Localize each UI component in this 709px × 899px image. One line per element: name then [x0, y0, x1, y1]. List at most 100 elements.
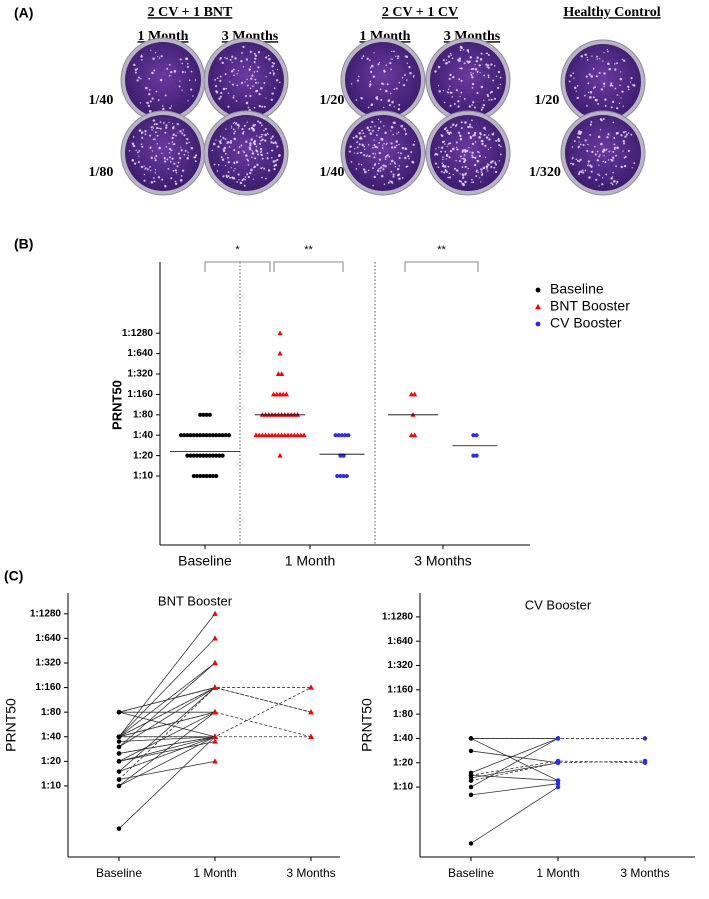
plaque	[572, 72, 575, 75]
x-tick-label: 1 Month	[193, 866, 236, 880]
plaque	[168, 121, 170, 124]
plaque	[242, 177, 245, 180]
plaque	[412, 161, 415, 164]
plaque	[385, 143, 388, 146]
y-tick-label: 1:320	[127, 369, 153, 380]
y-tick-label: 1:40	[41, 731, 61, 742]
plaque	[362, 168, 366, 171]
plaque	[616, 107, 619, 110]
data-point	[338, 473, 343, 479]
plaque	[258, 93, 261, 96]
plaque	[451, 57, 454, 60]
plaque	[401, 146, 405, 150]
data-point	[471, 453, 476, 458]
plaque	[376, 169, 380, 172]
plaque	[493, 132, 495, 134]
data-point	[194, 473, 200, 479]
plaque	[186, 65, 190, 68]
data-point	[194, 453, 200, 458]
plaque	[366, 126, 369, 130]
plaque	[172, 169, 175, 172]
plaque	[467, 131, 471, 135]
plaque	[157, 55, 159, 58]
plaque	[181, 131, 183, 133]
annotation: **	[437, 244, 446, 256]
plaque	[470, 68, 473, 71]
plaque	[577, 132, 581, 135]
plaque	[584, 139, 587, 142]
data-point	[191, 473, 196, 479]
plaque	[437, 65, 441, 69]
plaque	[259, 151, 262, 154]
plaque	[453, 167, 457, 170]
plaque	[232, 96, 235, 99]
plaque	[450, 54, 452, 57]
plaque	[615, 165, 617, 167]
plaque	[215, 90, 218, 93]
plaque	[235, 160, 239, 164]
plaque	[149, 147, 152, 149]
plaque	[234, 57, 237, 60]
plaque	[478, 64, 481, 67]
plaque	[588, 73, 591, 76]
plaque	[480, 85, 484, 89]
plaque	[445, 63, 447, 65]
plaque	[169, 107, 172, 110]
plaque	[459, 49, 462, 52]
plaque	[407, 155, 410, 158]
plaque	[390, 159, 394, 163]
plaque	[154, 159, 157, 162]
plaque	[443, 101, 446, 104]
plaque	[494, 97, 497, 100]
plaque	[455, 160, 457, 162]
plaque	[392, 133, 394, 136]
plaque	[170, 177, 173, 180]
y-tick-label: 1:20	[41, 756, 61, 767]
data-point	[201, 453, 206, 458]
plaque	[580, 170, 583, 173]
plaque	[257, 66, 260, 69]
plaque	[367, 106, 370, 109]
plaque	[183, 134, 186, 137]
plaque	[374, 153, 377, 155]
data-point	[468, 841, 474, 846]
plaque	[484, 128, 486, 131]
plaque	[460, 79, 463, 82]
plaque	[171, 157, 174, 160]
plaque	[155, 123, 158, 126]
dilution-label: 1/20	[535, 93, 560, 108]
plaque	[233, 161, 236, 164]
data-point	[339, 433, 345, 438]
group-title: 2 CV + 1 CV	[382, 5, 458, 20]
y-tick-label: 1:40	[393, 733, 413, 744]
plaque	[192, 95, 194, 97]
plaque	[242, 45, 245, 49]
data-point	[214, 473, 219, 479]
plaque	[398, 156, 401, 160]
plaque	[214, 85, 218, 88]
plaque	[441, 164, 445, 168]
y-tick-label: 1:640	[127, 348, 153, 359]
plaque	[448, 60, 451, 63]
plaque	[258, 105, 261, 108]
plaque	[388, 155, 391, 158]
plaque	[276, 68, 279, 71]
plaque	[471, 101, 475, 104]
subject-line	[118, 638, 216, 738]
plaque	[396, 133, 398, 135]
data-point	[212, 758, 218, 764]
plaque	[485, 136, 489, 139]
plaque	[409, 71, 412, 75]
data-point	[116, 734, 122, 740]
plaque	[460, 127, 463, 130]
plaque	[572, 163, 575, 166]
plaque	[616, 180, 619, 183]
plaque	[143, 165, 145, 167]
subject-line	[118, 711, 216, 787]
plaque	[467, 167, 469, 170]
plaque	[354, 148, 356, 150]
plaque	[245, 101, 249, 105]
plaque	[619, 84, 621, 86]
subject-line	[118, 736, 216, 829]
plaque	[457, 131, 461, 134]
